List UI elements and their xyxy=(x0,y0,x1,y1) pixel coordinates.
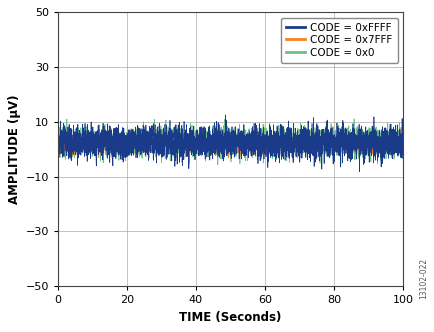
Text: 13102-022: 13102-022 xyxy=(419,258,427,299)
CODE = 0xFFFF xyxy=(72,138,78,142)
CODE = 0xFFFF xyxy=(329,134,334,138)
Y-axis label: AMPLITUDE (μV): AMPLITUDE (μV) xyxy=(8,95,21,204)
CODE = 0x0 xyxy=(311,142,316,146)
CODE = 0xFFFF xyxy=(223,113,228,117)
CODE = 0x0 xyxy=(400,135,405,139)
CODE = 0xFFFF xyxy=(356,170,361,174)
CODE = 0x0 xyxy=(72,130,78,134)
CODE = 0x0 xyxy=(259,136,264,140)
CODE = 0xFFFF xyxy=(274,138,279,142)
Line: CODE = 0x0: CODE = 0x0 xyxy=(58,119,402,165)
CODE = 0x0 xyxy=(351,117,356,121)
CODE = 0x7FFF xyxy=(400,143,405,147)
CODE = 0xFFFF xyxy=(311,150,316,154)
CODE = 0xFFFF xyxy=(55,137,60,141)
CODE = 0x7FFF xyxy=(55,139,60,143)
CODE = 0x7FFF xyxy=(259,135,264,139)
CODE = 0x7FFF xyxy=(311,137,316,141)
CODE = 0x7FFF xyxy=(72,143,78,147)
CODE = 0x7FFF xyxy=(171,125,176,129)
Line: CODE = 0x7FFF: CODE = 0x7FFF xyxy=(58,127,402,158)
CODE = 0x7FFF xyxy=(180,138,185,142)
CODE = 0x0 xyxy=(329,135,334,139)
CODE = 0x0 xyxy=(180,153,185,157)
X-axis label: TIME (Seconds): TIME (Seconds) xyxy=(179,311,281,324)
CODE = 0x0 xyxy=(215,163,220,167)
CODE = 0xFFFF xyxy=(180,138,185,142)
CODE = 0xFFFF xyxy=(400,140,405,144)
CODE = 0x0 xyxy=(274,138,279,142)
Line: CODE = 0xFFFF: CODE = 0xFFFF xyxy=(58,115,402,172)
CODE = 0x7FFF xyxy=(329,142,334,146)
CODE = 0xFFFF xyxy=(259,138,264,142)
CODE = 0x7FFF xyxy=(226,156,231,160)
CODE = 0x7FFF xyxy=(274,149,279,153)
Legend: CODE = 0xFFFF, CODE = 0x7FFF, CODE = 0x0: CODE = 0xFFFF, CODE = 0x7FFF, CODE = 0x0 xyxy=(281,18,397,63)
CODE = 0x0 xyxy=(55,142,60,146)
